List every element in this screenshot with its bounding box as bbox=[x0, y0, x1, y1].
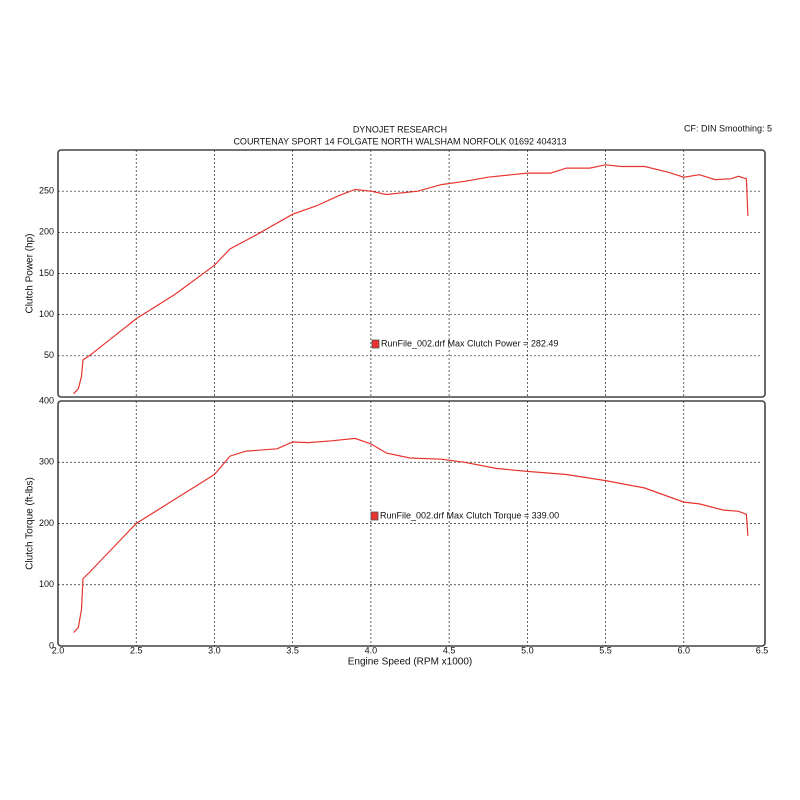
y-tick-label: 200 bbox=[39, 518, 54, 528]
chart-subtitle: COURTENAY SPORT 14 FOLGATE NORTH WALSHAM… bbox=[233, 136, 566, 146]
chart-title: DYNOJET RESEARCH bbox=[353, 124, 447, 134]
data-line bbox=[73, 164, 749, 395]
y-tick-label: 300 bbox=[39, 457, 54, 467]
y-tick-label: 150 bbox=[39, 268, 54, 278]
x-tick-label: 6.5 bbox=[756, 645, 769, 655]
y-tick-label: 250 bbox=[39, 186, 54, 196]
x-tick-label: 5.0 bbox=[521, 645, 534, 655]
annotation: RunFile_002.drf Max Clutch Torque = 339.… bbox=[380, 510, 559, 520]
x-tick-label: 4.5 bbox=[443, 645, 456, 655]
x-tick-label: 3.0 bbox=[208, 645, 221, 655]
y-tick-label: 100 bbox=[39, 309, 54, 319]
y-axis-label: Clutch Power (hp) bbox=[25, 233, 36, 313]
x-tick-label: 6.0 bbox=[678, 645, 691, 655]
y-tick-label: 100 bbox=[39, 579, 54, 589]
y-tick-label: 0 bbox=[49, 640, 54, 650]
legend-icon bbox=[370, 511, 379, 521]
x-tick-label: 4.0 bbox=[365, 645, 378, 655]
settings-note: CF: DIN Smoothing: 5 bbox=[684, 123, 772, 133]
x-tick-label: 3.5 bbox=[286, 645, 299, 655]
x-tick-label: 2.5 bbox=[130, 645, 143, 655]
y-tick-label: 200 bbox=[39, 227, 54, 237]
y-tick-label: 400 bbox=[39, 395, 54, 405]
legend-icon bbox=[371, 339, 380, 349]
annotation: RunFile_002.drf Max Clutch Power = 282.4… bbox=[381, 338, 558, 348]
y-axis-label: Clutch Torque (ft-lbs) bbox=[25, 477, 36, 570]
x-tick-label: 5.5 bbox=[599, 645, 612, 655]
x-tick-label: 2.0 bbox=[52, 645, 65, 655]
y-tick-label: 50 bbox=[44, 350, 54, 360]
x-axis-label: Engine Speed (RPM x1000) bbox=[348, 657, 473, 668]
data-line bbox=[73, 437, 749, 633]
